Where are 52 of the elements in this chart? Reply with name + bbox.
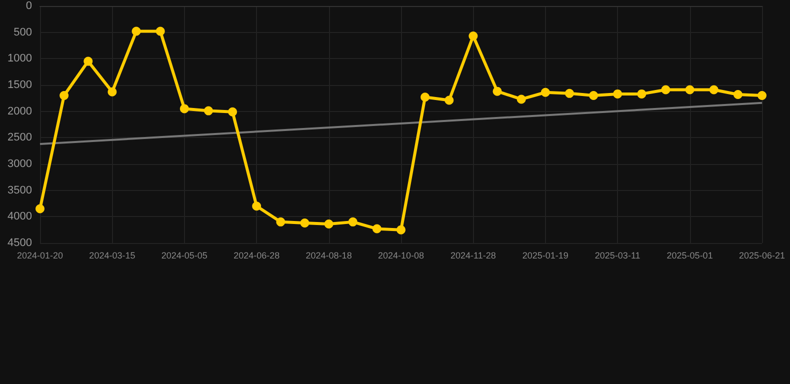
point [324, 220, 334, 229]
point [132, 26, 141, 36]
y-tick-label: 1500 [8, 79, 32, 91]
point [492, 86, 502, 96]
point [540, 88, 550, 97]
point [758, 91, 766, 100]
point [661, 85, 670, 94]
point [685, 85, 694, 94]
y-tick-label: 2000 [8, 105, 32, 118]
point [84, 56, 93, 66]
point [156, 26, 165, 36]
x-tick-label: 2024-06-28 [234, 250, 280, 260]
point [468, 32, 478, 41]
point [300, 218, 310, 228]
y-tick-label: 0 [26, 0, 32, 12]
point [180, 104, 189, 114]
point [204, 106, 213, 116]
x-tick-label: 2024-05-05 [161, 250, 208, 260]
point [396, 225, 406, 234]
y-tick-label: 4500 [8, 237, 32, 249]
point [60, 91, 69, 100]
x-tick-label: 2025-05-01 [666, 250, 713, 260]
y-tick-label: 3000 [8, 158, 32, 170]
y-tick-label: 500 [14, 26, 32, 38]
point [613, 89, 622, 98]
y-tick-label: 3500 [8, 184, 32, 196]
x-tick-label: 2024-03-15 [89, 250, 136, 260]
point [564, 88, 574, 98]
point [444, 96, 454, 105]
y-tick-label: 2500 [8, 132, 32, 144]
point [516, 94, 526, 104]
x-tick-label: 2024-11-28 [450, 250, 496, 260]
point [348, 217, 358, 226]
point [589, 91, 598, 100]
point [36, 204, 44, 214]
point [637, 89, 646, 98]
y-tick-label: 1000 [8, 52, 32, 65]
point [733, 90, 742, 99]
x-tick-label: 2024-01-20 [16, 250, 64, 260]
x-tick-label: 2025-01-19 [522, 250, 568, 260]
x-tick-label: 2024-10-08 [378, 250, 424, 260]
point [108, 87, 117, 96]
x-tick-label: 2024-08-18 [306, 250, 352, 260]
x-tick-label: 2025-03-11 [594, 250, 640, 260]
point [709, 85, 718, 94]
point [228, 107, 238, 116]
point [420, 92, 430, 102]
point [276, 217, 286, 226]
point [372, 224, 382, 234]
x-tick-label: 2025-06-21 [738, 250, 786, 260]
point [252, 202, 262, 211]
y-tick-label: 4000 [8, 210, 32, 223]
